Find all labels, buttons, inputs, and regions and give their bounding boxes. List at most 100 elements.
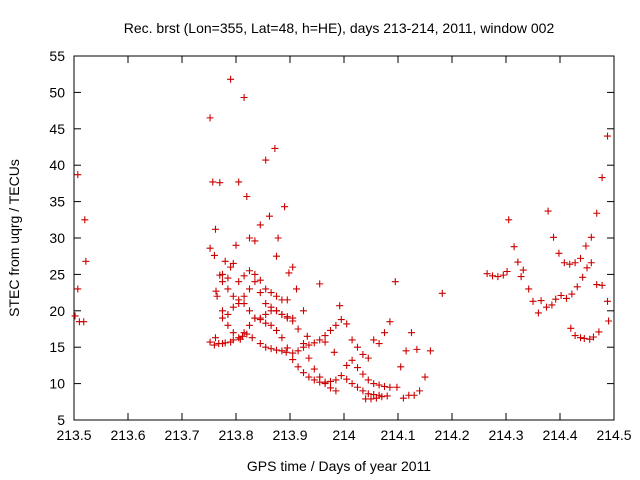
data-point	[548, 301, 556, 309]
y-tick-label: 5	[57, 412, 65, 428]
data-point	[534, 309, 542, 317]
data-point	[372, 394, 380, 402]
data-point	[219, 307, 226, 315]
data-point	[399, 394, 407, 402]
data-point	[235, 278, 243, 286]
data-point	[343, 320, 351, 328]
data-point	[381, 383, 388, 391]
data-point	[210, 341, 218, 349]
x-tick-label: 214.3	[488, 427, 523, 443]
data-point	[251, 270, 259, 278]
data-point	[359, 387, 367, 395]
data-point	[251, 278, 259, 286]
data-point	[206, 338, 214, 346]
x-axis: 213.5 213.6 213.7 213.8 213.9 214 214.1 214.2 21…	[56, 56, 632, 443]
y-tick-label: 15	[49, 339, 65, 355]
data-point	[604, 132, 612, 140]
data-point	[209, 178, 217, 186]
data-point	[221, 339, 229, 347]
y-tick-label: 25	[49, 266, 65, 282]
data-points	[71, 75, 613, 403]
data-point	[240, 300, 248, 308]
data-point	[294, 347, 302, 355]
data-point	[330, 348, 338, 356]
data-point	[273, 346, 280, 354]
data-point	[316, 336, 324, 344]
data-point	[580, 334, 588, 342]
data-point	[229, 303, 237, 311]
data-point	[232, 241, 240, 249]
data-point	[206, 114, 214, 122]
data-point	[240, 329, 248, 337]
data-point	[224, 285, 232, 293]
data-point	[278, 310, 286, 318]
data-point	[80, 318, 88, 326]
data-point	[593, 209, 601, 217]
data-point	[289, 356, 297, 364]
x-tick-label: 213.6	[110, 427, 145, 443]
data-point	[364, 354, 372, 362]
data-point	[285, 269, 293, 277]
data-point	[310, 365, 318, 373]
data-point	[391, 278, 399, 286]
data-point	[337, 316, 345, 324]
data-point	[321, 338, 329, 346]
x-tick-label: 213.7	[164, 427, 199, 443]
data-point	[571, 332, 579, 340]
data-point	[235, 334, 243, 342]
data-point	[327, 377, 334, 385]
x-tick-label: 214.1	[380, 427, 415, 443]
y-tick-label: 35	[49, 194, 65, 210]
data-point	[571, 259, 579, 267]
data-point	[74, 171, 82, 179]
data-point	[256, 289, 264, 297]
data-point	[354, 364, 361, 372]
data-point	[294, 363, 302, 371]
y-tick-label: 30	[49, 230, 65, 246]
data-point	[216, 271, 224, 279]
data-point	[229, 292, 237, 300]
data-point	[267, 289, 275, 297]
data-point	[256, 221, 264, 229]
data-point	[543, 303, 550, 311]
data-point	[262, 319, 270, 327]
data-point	[567, 324, 575, 332]
data-point	[251, 237, 259, 245]
data-point	[413, 345, 421, 353]
data-point	[552, 295, 560, 303]
data-point	[503, 267, 511, 275]
data-point	[267, 321, 275, 329]
data-point	[229, 259, 237, 267]
data-point	[354, 383, 361, 391]
data-point	[300, 340, 307, 348]
data-point	[246, 307, 253, 315]
data-point	[305, 341, 313, 349]
data-point	[332, 387, 340, 395]
data-point	[566, 260, 574, 268]
data-point	[289, 263, 297, 271]
data-point	[544, 207, 552, 215]
data-point	[283, 296, 291, 304]
data-point	[262, 300, 270, 308]
data-point	[489, 272, 496, 280]
data-point	[227, 75, 235, 83]
data-point	[262, 285, 270, 293]
data-point	[582, 242, 590, 250]
data-point	[421, 373, 429, 381]
data-point	[210, 251, 218, 259]
data-point	[273, 326, 280, 334]
data-point	[332, 376, 340, 384]
data-point	[550, 233, 558, 241]
data-point	[332, 321, 340, 329]
y-tick-label: 55	[49, 48, 65, 64]
data-point	[537, 297, 545, 305]
data-point	[483, 270, 491, 278]
data-point	[587, 233, 595, 241]
x-tick-label: 214.4	[542, 427, 577, 443]
data-point	[348, 336, 356, 344]
data-point	[402, 347, 410, 355]
data-point	[604, 297, 612, 305]
data-point	[219, 278, 226, 286]
data-point	[316, 373, 324, 381]
